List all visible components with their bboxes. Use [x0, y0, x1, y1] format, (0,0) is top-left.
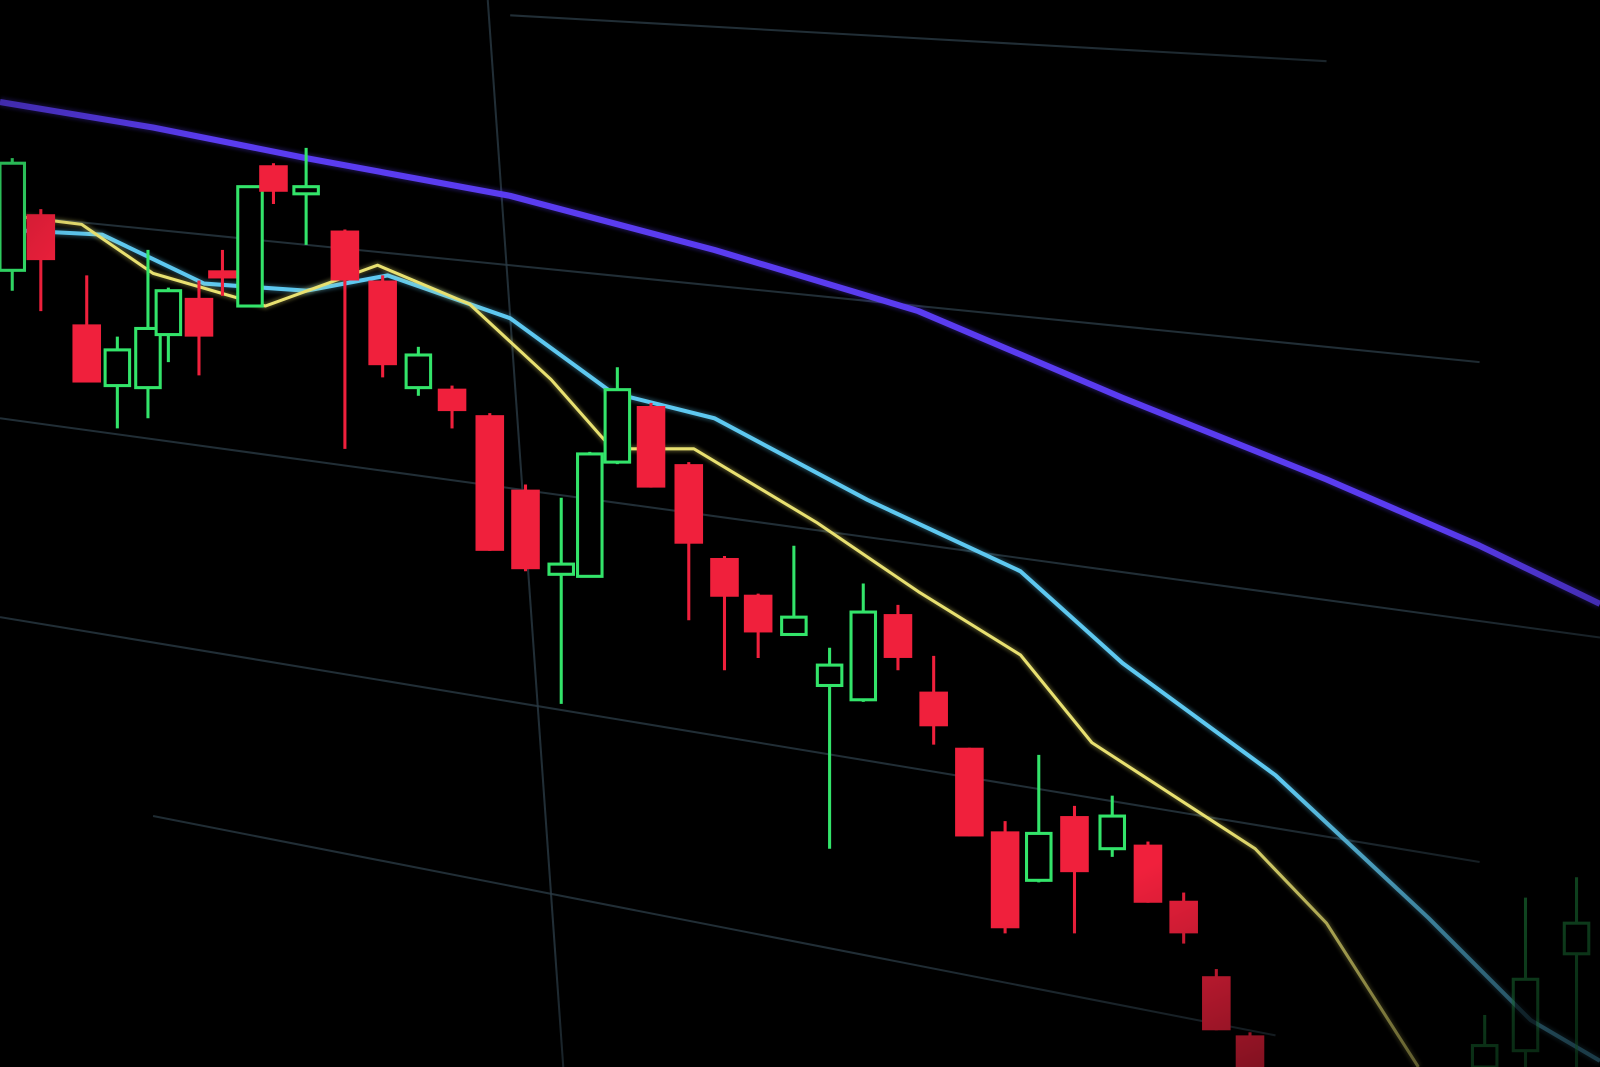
candlestick-chart-photo — [0, 0, 1600, 1067]
vignette — [0, 0, 1600, 1067]
